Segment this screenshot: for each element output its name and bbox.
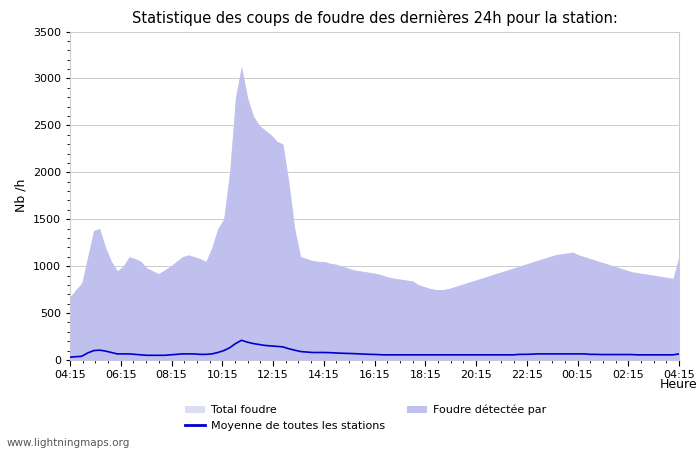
- Y-axis label: Nb /h: Nb /h: [14, 179, 27, 212]
- X-axis label: Heure: Heure: [660, 378, 698, 391]
- Legend: Total foudre, Moyenne de toutes les stations, Foudre détectée par: Total foudre, Moyenne de toutes les stat…: [186, 405, 546, 431]
- Title: Statistique des coups de foudre des dernières 24h pour la station:: Statistique des coups de foudre des dern…: [132, 10, 617, 26]
- Text: www.lightningmaps.org: www.lightningmaps.org: [7, 438, 130, 448]
